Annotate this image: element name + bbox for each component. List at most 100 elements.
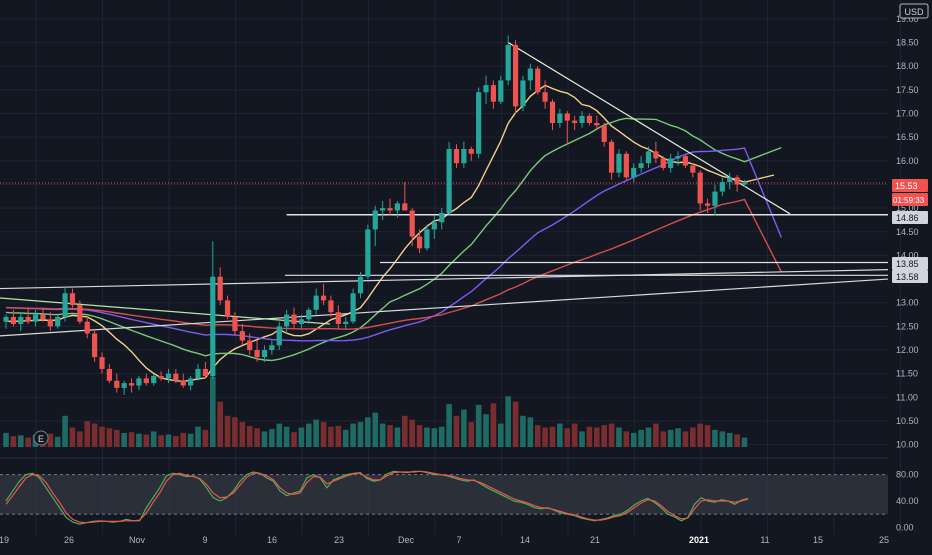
time-axis[interactable]: 19 26 Nov 9 16 23 Dec 7 14 21 2021 11 15 25 <box>0 535 889 545</box>
moving-averages <box>6 85 781 381</box>
stoch-band <box>0 475 888 515</box>
volume-bar <box>195 427 201 447</box>
volume-bar <box>535 425 541 447</box>
trendline-rising <box>0 279 888 336</box>
volume-bar <box>232 417 238 447</box>
grid-lines <box>0 0 901 535</box>
candle-body <box>262 350 267 357</box>
ma-short-line <box>6 85 774 381</box>
earnings-label: E <box>38 434 44 444</box>
volume-bar <box>395 428 401 448</box>
volume-bar <box>712 430 718 447</box>
candle-body <box>461 149 466 163</box>
time-tick-label: 16 <box>267 535 277 545</box>
candle-body <box>735 177 740 184</box>
volume-bar <box>3 433 9 447</box>
candle-body <box>668 158 673 167</box>
candle-body <box>77 305 82 322</box>
volume-bar <box>114 430 120 447</box>
earnings-marker[interactable]: E <box>34 431 48 445</box>
volume-bar <box>668 430 674 447</box>
support-13-58-badge: 13.58 <box>896 272 919 282</box>
candle-body <box>661 158 666 167</box>
volume-bar <box>350 424 356 447</box>
candle-body <box>646 151 651 163</box>
volume-bar <box>372 413 378 447</box>
currency-badge[interactable]: USD <box>900 4 928 18</box>
volume-bar <box>638 430 644 447</box>
volume-bar <box>505 396 511 447</box>
candle-body <box>350 293 355 321</box>
volume-bar <box>402 416 408 447</box>
candle-body <box>395 203 400 210</box>
volume-bar <box>269 429 275 447</box>
candle-body <box>247 341 252 350</box>
volume-bar <box>491 403 497 447</box>
price-tick-label: 17.00 <box>896 109 919 119</box>
volume-bar <box>321 422 327 447</box>
drawn-lines[interactable] <box>0 43 888 336</box>
volume-bar <box>77 431 83 447</box>
time-tick-label: 9 <box>202 535 207 545</box>
candle-body <box>447 149 452 213</box>
candle-body <box>587 116 592 123</box>
candle-body <box>151 376 156 383</box>
volume-bar <box>631 433 637 447</box>
candle-body <box>181 381 186 386</box>
candle-body <box>483 85 488 92</box>
candle-body <box>92 333 97 357</box>
volume-bar <box>55 437 61 447</box>
time-tick-label: Nov <box>129 535 146 545</box>
time-tick-label: 26 <box>64 535 74 545</box>
volume-bar <box>299 428 305 448</box>
candle-body <box>712 192 717 206</box>
candle-body <box>277 326 282 345</box>
volume-bar <box>550 427 556 447</box>
volume-bar <box>121 433 127 447</box>
time-tick-label: Dec <box>398 535 415 545</box>
candle-body <box>513 45 518 106</box>
candle-body <box>565 114 570 121</box>
volume-bar <box>646 428 652 448</box>
currency-label: USD <box>904 7 924 17</box>
volume-bar <box>306 424 312 447</box>
volume-bar <box>240 422 246 447</box>
volume-bar <box>697 424 703 447</box>
volume-bar <box>727 433 733 447</box>
candle-body <box>306 310 311 319</box>
volume-bar <box>136 434 142 447</box>
candle-body <box>373 210 378 229</box>
volume-bar <box>579 431 585 447</box>
price-tick-label: 17.50 <box>896 85 919 95</box>
volume-bar <box>380 424 386 447</box>
volume-bar <box>468 422 474 447</box>
volume-bar <box>690 428 696 448</box>
candle-body <box>210 277 215 376</box>
volume-bar <box>358 422 364 447</box>
candle-body <box>62 293 67 317</box>
volume-bar <box>225 416 231 447</box>
volume-bar <box>62 416 68 447</box>
candle-body <box>343 322 348 324</box>
volume-bar <box>609 424 615 447</box>
candle-body <box>232 317 237 331</box>
candle-body <box>506 45 511 80</box>
volume-bar <box>129 432 135 447</box>
candle-body <box>572 121 577 123</box>
volume-bar <box>461 410 467 447</box>
price-tick-label: 16.00 <box>896 156 919 166</box>
candle-body <box>727 177 732 182</box>
volume-bar <box>291 432 297 447</box>
candle-body <box>166 374 171 379</box>
time-tick-label: 14 <box>520 535 530 545</box>
candle-body <box>269 345 274 350</box>
candle-body <box>188 378 193 385</box>
volume-bar <box>720 431 726 447</box>
price-tick-label: 11.00 <box>896 392 918 402</box>
volume-bar <box>173 436 179 447</box>
candle-body <box>616 154 621 173</box>
volume-bar <box>70 428 76 448</box>
volume-bar <box>180 433 186 447</box>
